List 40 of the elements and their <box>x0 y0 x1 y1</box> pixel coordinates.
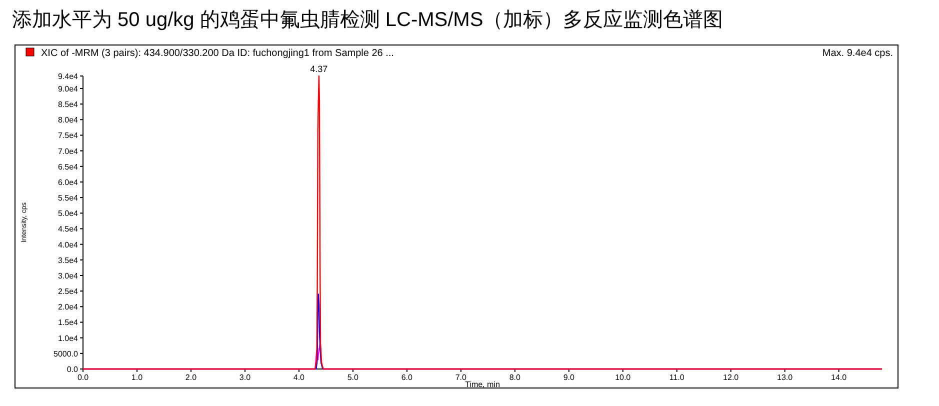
y-tick-label: 2.0e4 <box>58 302 79 312</box>
x-tick-label: 14.0 <box>831 373 848 382</box>
x-tick-label: 11.0 <box>669 373 685 382</box>
y-tick-label: 2.5e4 <box>58 287 79 296</box>
y-tick-label: 4.5e4 <box>58 224 79 234</box>
x-tick-label: 9.0 <box>563 373 575 382</box>
chart-title: 添加水平为 50 ug/kg 的鸡蛋中氟虫腈检测 LC-MS/MS（加标）多反应监测色谱图 <box>12 9 724 31</box>
x-tick-label: 5.0 <box>347 373 360 382</box>
x-tick-label: 2.0 <box>185 373 198 382</box>
x-tick-label: 3.0 <box>239 373 252 382</box>
x-tick-label: 12.0 <box>723 373 740 382</box>
y-tick-label: 5.5e4 <box>58 194 79 203</box>
y-tick-label: 5000.0 <box>54 349 79 358</box>
x-tick-label: 0.0 <box>77 373 90 382</box>
y-tick-label: 6.5e4 <box>58 162 79 172</box>
y-tick-label: 5.0e4 <box>58 209 79 218</box>
legend-label: XIC of -MRM (3 pairs): 434.900/330.200 Da ID: fuchongjing1 from Sample 26 ... <box>41 48 394 59</box>
x-tick-label: 10.0 <box>615 373 632 382</box>
y-tick-label: 1.5e4 <box>58 318 79 328</box>
y-tick-label: 3.5e4 <box>58 256 79 265</box>
y-tick-label: 4.0e4 <box>58 240 79 250</box>
y-tick-label: 7.5e4 <box>58 131 79 140</box>
x-tick-label: 7.0 <box>455 373 468 382</box>
y-tick-label: 8.5e4 <box>58 100 79 110</box>
x-axis-title: Time, min <box>465 380 500 389</box>
y-tick-label: 9.0e4 <box>58 84 79 94</box>
x-tick-label: 6.0 <box>401 373 414 382</box>
y-tick-label: 8.0e4 <box>58 116 79 125</box>
x-tick-label: 1.0 <box>131 373 144 382</box>
text: Max. 9.4e4 cps. <box>822 48 893 59</box>
y-tick-label: 6.0e4 <box>58 178 79 187</box>
y-tick-label: 7.0e4 <box>58 146 79 156</box>
x-tick-label: 8.0 <box>509 373 521 382</box>
x-tick-label: 4.0 <box>293 373 306 382</box>
y-tick-label: 0.0 <box>66 365 79 374</box>
y-tick-label: 1.0e4 <box>58 334 79 343</box>
x-tick-label: 13.0 <box>777 373 794 382</box>
y-tick-label: 3.0e4 <box>58 271 79 280</box>
y-tick-label: 9.4e4 <box>58 72 79 81</box>
annotation: 4.37 <box>310 64 328 74</box>
